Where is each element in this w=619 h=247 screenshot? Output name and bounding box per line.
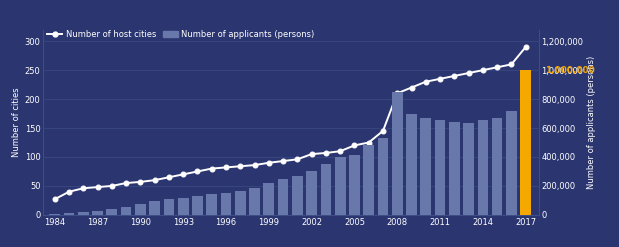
Bar — [491, 118, 503, 215]
Bar — [278, 179, 288, 215]
Bar — [292, 176, 303, 215]
Bar — [306, 171, 317, 215]
Bar — [106, 209, 117, 215]
Bar — [349, 155, 360, 215]
Bar — [249, 188, 260, 215]
Bar — [163, 199, 175, 215]
Bar — [149, 201, 160, 215]
Bar — [449, 122, 460, 215]
Bar — [463, 123, 474, 215]
Bar — [477, 120, 488, 215]
Bar — [135, 204, 145, 215]
Bar — [64, 213, 74, 215]
Bar — [206, 194, 217, 215]
Bar — [220, 193, 232, 215]
Legend: Number of host cities, Number of applicants (persons): Number of host cities, Number of applica… — [48, 30, 314, 39]
Bar — [321, 164, 331, 215]
Bar — [121, 207, 131, 215]
Bar — [78, 212, 89, 215]
Bar — [363, 145, 374, 215]
Text: 1,000,000: 1,000,000 — [545, 66, 595, 75]
Bar — [420, 118, 431, 215]
Bar — [335, 157, 345, 215]
Bar — [392, 92, 402, 215]
Bar — [50, 214, 60, 215]
Y-axis label: Number of cities: Number of cities — [12, 87, 20, 157]
Y-axis label: Number of applicants (persons): Number of applicants (persons) — [587, 56, 597, 189]
Bar — [264, 183, 274, 215]
Bar — [406, 114, 417, 215]
Bar — [378, 138, 388, 215]
Bar — [506, 111, 517, 215]
Bar — [92, 211, 103, 215]
Bar — [435, 120, 446, 215]
Bar — [235, 191, 246, 215]
Bar — [521, 70, 531, 215]
Bar — [192, 196, 203, 215]
Bar — [178, 198, 189, 215]
